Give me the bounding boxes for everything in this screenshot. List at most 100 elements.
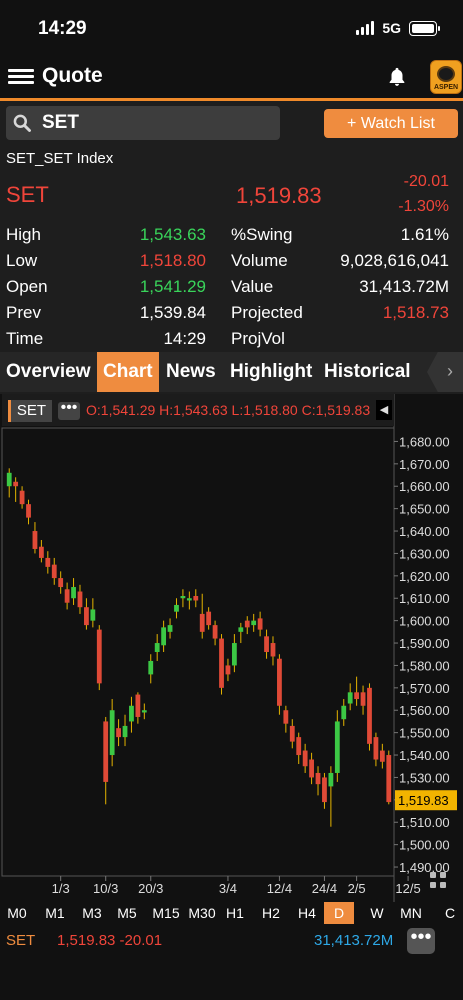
collapse-arrow-icon[interactable]: ◀	[376, 400, 392, 420]
period-m1[interactable]: M1	[45, 905, 65, 921]
symbol-label: SET	[6, 182, 49, 207]
candle-body	[193, 596, 199, 601]
search-value: SET	[42, 112, 79, 133]
last-price: 1,519.83	[236, 183, 322, 208]
y-tick-label: 1,490.00	[399, 860, 450, 875]
candle-body	[302, 750, 308, 767]
logo-text: ASPEN	[433, 84, 459, 91]
period-c[interactable]: C	[444, 905, 456, 921]
x-tick-label: 24/4	[312, 881, 337, 896]
candle-body	[58, 578, 64, 588]
stat-value-time: 14:29	[163, 329, 206, 348]
candle-body	[289, 725, 295, 742]
candle-body	[347, 692, 353, 704]
tab-overview[interactable]: Overview	[6, 361, 91, 382]
bell-icon[interactable]	[386, 66, 408, 88]
candle-body	[244, 620, 250, 628]
candle-body	[167, 625, 173, 632]
y-tick-label: 1,540.00	[399, 748, 450, 763]
period-h1[interactable]: H1	[226, 905, 244, 921]
tab-historical[interactable]: Historical	[324, 361, 411, 382]
candle-body	[354, 692, 360, 700]
candle-body	[315, 772, 321, 785]
stat-value-high: 1,543.63	[139, 225, 206, 244]
chart-svg[interactable]: 1,680.00 1,670.00 1,660.00 1,650.00 1,640.00…	[0, 394, 463, 902]
candle-body	[296, 737, 302, 756]
search-icon	[13, 114, 31, 132]
candle-body	[96, 629, 102, 684]
period-m5[interactable]: M5	[117, 905, 137, 921]
grid-icon-dot	[440, 882, 446, 888]
candle-body	[257, 618, 263, 630]
y-tick-label: 1,580.00	[399, 658, 450, 673]
period-m0[interactable]: M0	[7, 905, 27, 921]
footer-symbol: SET	[6, 932, 36, 949]
tab-chart[interactable]: Chart	[97, 352, 159, 392]
tab-news[interactable]: News	[166, 361, 216, 382]
stat-label-open: Open	[6, 277, 48, 296]
candle-body	[283, 710, 289, 724]
menu-icon[interactable]	[8, 66, 34, 88]
y-tick-label: 1,620.00	[399, 569, 450, 584]
watch-list-button[interactable]: + Watch List	[324, 109, 458, 138]
candle-body	[367, 687, 372, 744]
y-tick-label: 1,510.00	[399, 815, 450, 830]
app-header: Quote ASPEN	[0, 58, 463, 98]
candle-body	[328, 772, 334, 787]
candle-body	[148, 660, 154, 675]
candle-body	[225, 665, 231, 675]
footer-value: 31,413.72M	[314, 932, 394, 949]
stat-label-time: Time	[6, 329, 44, 348]
x-tick-label: 3/4	[219, 881, 237, 896]
aspen-logo[interactable]: ASPEN	[430, 60, 462, 94]
chevron-right-icon: ›	[447, 361, 453, 381]
chart-symbol-label[interactable]: SET	[8, 400, 52, 422]
candle-body	[212, 625, 218, 639]
stat-label-projected: Projected	[231, 303, 303, 322]
candle-body	[264, 636, 269, 652]
candle-body	[103, 721, 109, 782]
candle-body	[174, 604, 179, 612]
stat-label-low: Low	[6, 251, 38, 270]
candle-body	[90, 609, 96, 621]
y-tick-label: 1,660.00	[399, 479, 450, 494]
y-tick-label: 1,680.00	[399, 434, 450, 449]
y-tick-label: 1,530.00	[399, 770, 450, 785]
period-mn[interactable]: MN	[400, 905, 422, 921]
candle-body	[38, 546, 44, 558]
y-tick-label: 1,600.00	[399, 614, 450, 629]
x-tick-label: 10/3	[93, 881, 118, 896]
tabs-scroll-button[interactable]: ›	[427, 352, 463, 392]
tab-highlight[interactable]: Highlight	[230, 361, 313, 382]
x-tick-label: 1/3	[52, 881, 70, 896]
chart-options-button[interactable]: •••	[58, 400, 80, 420]
price-chart[interactable]: 1,680.00 1,670.00 1,660.00 1,650.00 1,640.00…	[0, 394, 463, 902]
candle-body	[360, 692, 366, 706]
period-h2[interactable]: H2	[262, 905, 280, 921]
candle-body	[379, 750, 385, 762]
period-d[interactable]: D	[324, 902, 354, 924]
candle-body	[154, 643, 160, 652]
candle-body	[373, 737, 379, 760]
network-label: 5G	[382, 20, 401, 36]
x-tick-label: 12/5	[395, 881, 420, 896]
search-field[interactable]: SET	[6, 106, 280, 140]
period-h4[interactable]: H4	[298, 905, 316, 921]
candle-body	[19, 490, 25, 505]
chart-ohlc-readout: O:1,541.29 H:1,543.63 L:1,518.80 C:1,519…	[86, 402, 371, 418]
candle-body	[231, 643, 237, 666]
grid-icon-dot	[430, 882, 436, 888]
candle-body	[135, 694, 141, 717]
y-tick-label: 1,610.00	[399, 591, 450, 606]
period-m15[interactable]: M15	[152, 905, 180, 921]
period-w[interactable]: W	[370, 905, 384, 921]
period-m3[interactable]: M3	[82, 905, 102, 921]
page-title: Quote	[42, 64, 103, 87]
stat-label-value: Value	[231, 277, 274, 296]
period-m30[interactable]: M30	[188, 905, 216, 921]
candle-body	[238, 627, 244, 632]
candle-body	[277, 658, 282, 706]
candle-body	[386, 755, 392, 803]
footer-more-button[interactable]: •••	[407, 927, 435, 954]
battery-icon	[409, 20, 440, 36]
